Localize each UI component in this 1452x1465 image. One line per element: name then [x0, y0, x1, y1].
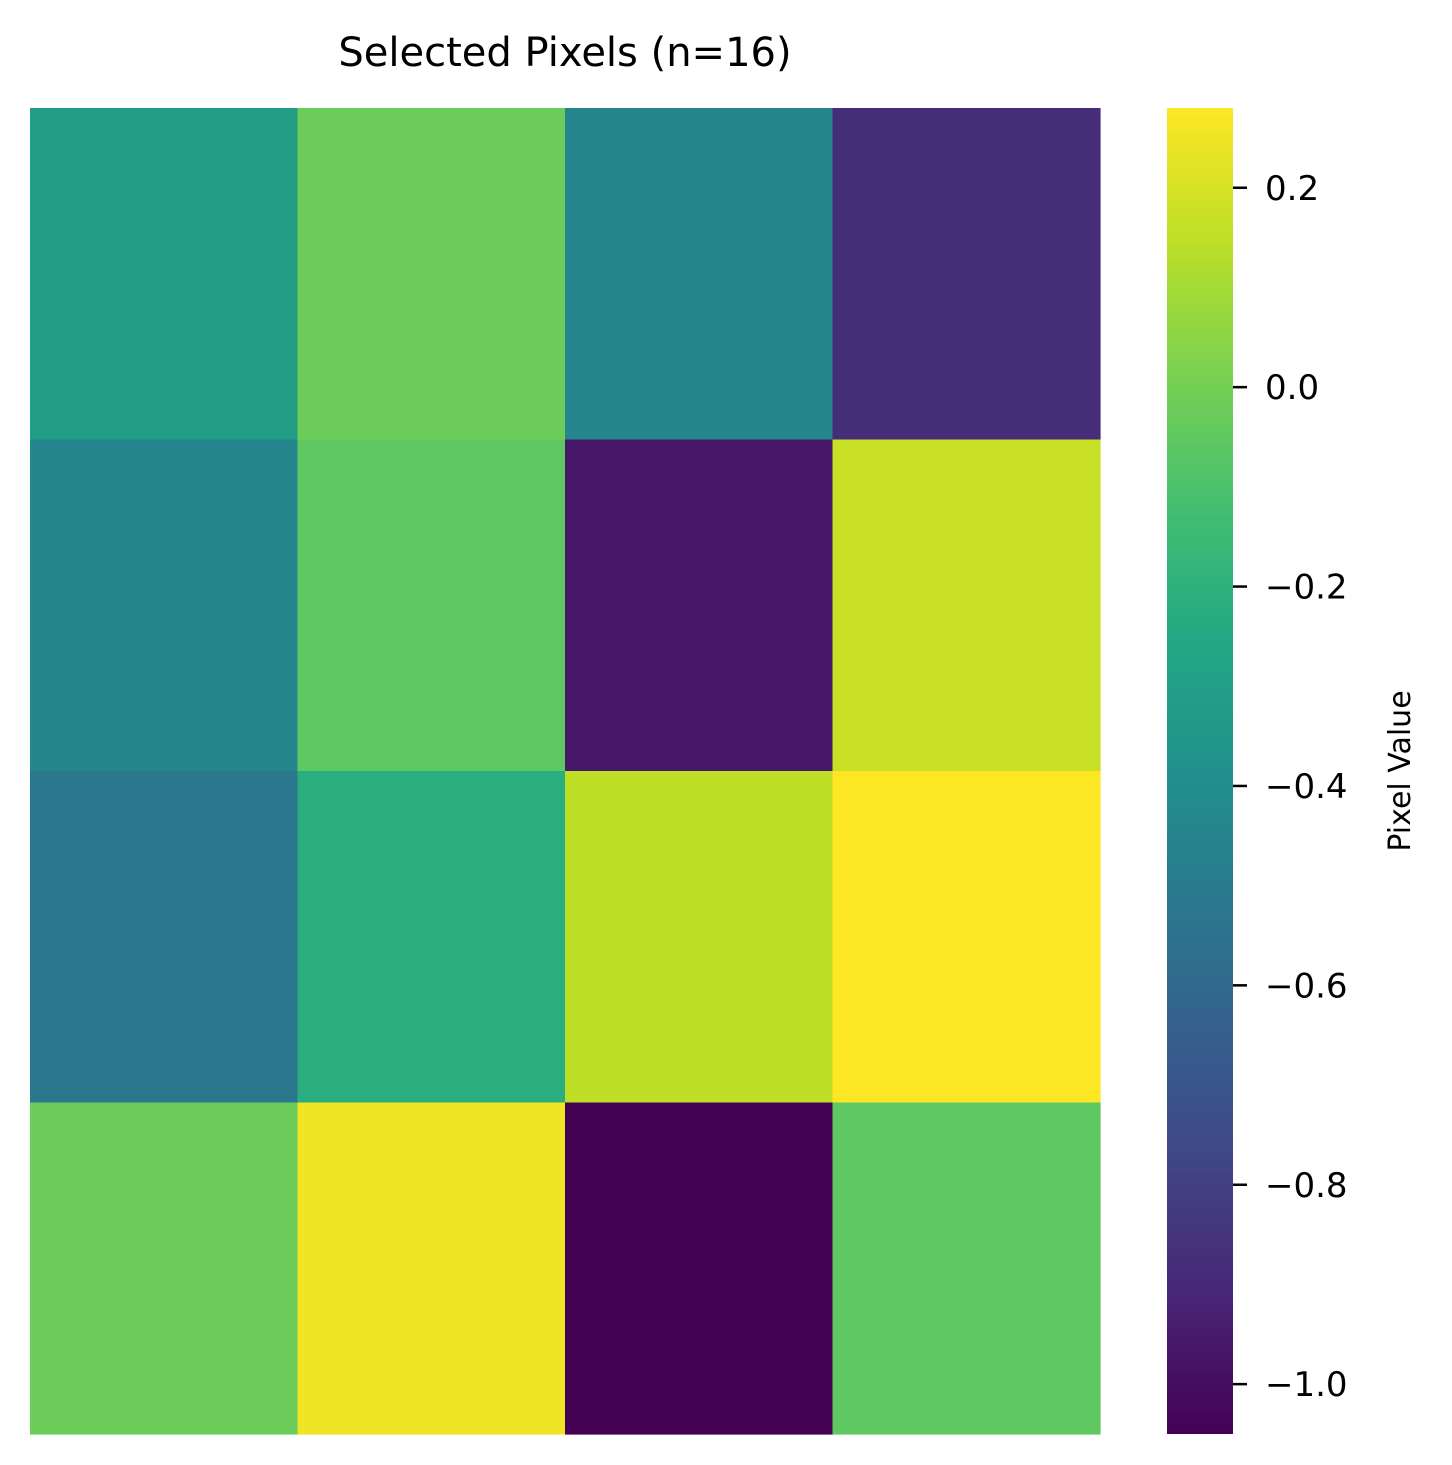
heatmap-cell-r2-c2 [565, 771, 834, 1104]
colorbar-tick-label: −0.4 [1265, 767, 1348, 807]
colorbar-label: Pixel Value [1383, 690, 1418, 851]
heatmap-cell-r2-c0 [30, 771, 299, 1104]
heatmap-cell-r1-c0 [30, 439, 299, 772]
heatmap-cell-r0-c3 [832, 108, 1101, 441]
heatmap-cell-r1-c1 [297, 439, 566, 772]
heatmap-cell-r0-c0 [30, 108, 299, 441]
chart-title: Selected Pixels (n=16) [338, 30, 791, 76]
colorbar-tick-label: −0.6 [1265, 966, 1348, 1006]
heatmap-cell-r1-c3 [832, 439, 1101, 772]
colorbar-ticks: 0.2 0.0 −0.2 −0.4 −0.6 −0.8 −1.0 [1233, 169, 1348, 1405]
heatmap-cell-r0-c1 [297, 108, 566, 441]
heatmap-cell-r3-c3 [832, 1102, 1101, 1435]
colorbar: 0.2 0.0 −0.2 −0.4 −0.6 −0.8 −1.0 Pixel Value [1167, 108, 1418, 1434]
colorbar-tick-label: −1.0 [1265, 1365, 1348, 1405]
heatmap-cell-r3-c1 [297, 1102, 566, 1435]
colorbar-tick-label: −0.2 [1265, 568, 1348, 608]
colorbar-tick-label: −0.8 [1265, 1166, 1348, 1206]
heatmap-cell-r0-c2 [565, 108, 834, 441]
heatmap-cell-r3-c2 [565, 1102, 834, 1435]
heatmap-cell-r2-c1 [297, 771, 566, 1104]
heatmap-cell-r2-c3 [832, 771, 1101, 1104]
colorbar-tick-label: 0.0 [1265, 368, 1319, 408]
heatmap-cell-r1-c2 [565, 439, 834, 772]
heatmap-cell-r3-c0 [30, 1102, 299, 1435]
colorbar-tick-label: 0.2 [1265, 169, 1319, 209]
heatmap-cells [30, 108, 1101, 1435]
colorbar-gradient [1167, 108, 1233, 1434]
